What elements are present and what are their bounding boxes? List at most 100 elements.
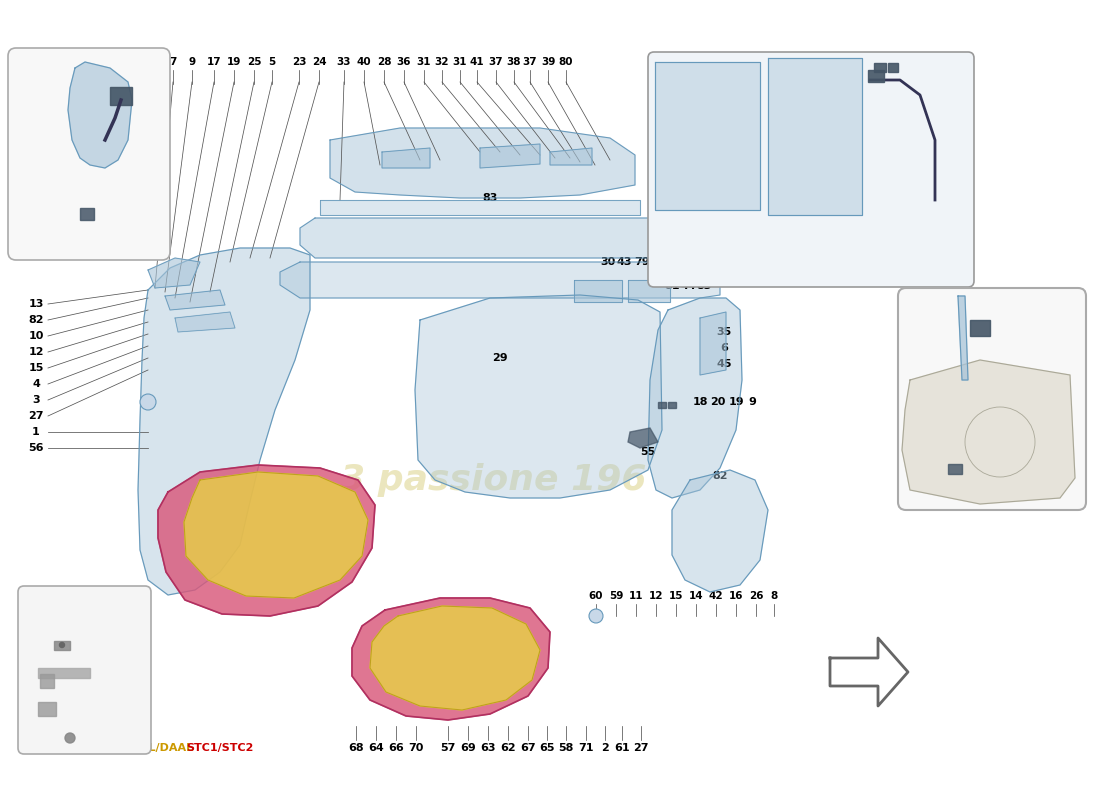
- Text: 9: 9: [748, 397, 756, 407]
- Bar: [54, 641, 70, 650]
- Bar: [970, 320, 990, 336]
- Text: 8: 8: [770, 591, 778, 601]
- Text: 71: 71: [579, 743, 594, 753]
- Text: 42: 42: [708, 591, 724, 601]
- Text: 76: 76: [24, 638, 41, 650]
- Circle shape: [59, 642, 65, 647]
- Bar: [668, 402, 676, 408]
- Text: 37: 37: [488, 57, 504, 67]
- Text: Valid for AUS: Valid for AUS: [45, 607, 122, 617]
- Text: 65: 65: [539, 743, 554, 753]
- Text: 12: 12: [29, 347, 44, 357]
- Text: 37: 37: [522, 57, 537, 67]
- Text: 12: 12: [649, 591, 663, 601]
- Text: 1: 1: [32, 427, 40, 437]
- Polygon shape: [574, 280, 622, 302]
- Text: Vale per AUS: Vale per AUS: [46, 595, 122, 605]
- Text: 31: 31: [417, 57, 431, 67]
- Text: 61: 61: [614, 743, 630, 753]
- Polygon shape: [382, 148, 430, 168]
- Polygon shape: [165, 290, 226, 310]
- Circle shape: [140, 394, 156, 410]
- Text: 44: 44: [680, 281, 696, 291]
- Text: 46: 46: [728, 223, 744, 233]
- Text: 74: 74: [20, 662, 36, 674]
- Text: 4: 4: [32, 379, 40, 389]
- Text: 3 passione 196: 3 passione 196: [340, 463, 647, 497]
- Text: 35: 35: [716, 327, 732, 337]
- Text: 48: 48: [761, 57, 776, 67]
- Polygon shape: [184, 472, 368, 598]
- Text: 29: 29: [492, 353, 508, 363]
- Text: 69: 69: [460, 743, 476, 753]
- Circle shape: [65, 733, 75, 743]
- Text: 31: 31: [453, 57, 468, 67]
- Text: 3: 3: [32, 395, 40, 405]
- Text: 68: 68: [349, 743, 364, 753]
- Text: 47: 47: [777, 223, 791, 233]
- Text: 62: 62: [500, 743, 516, 753]
- Text: 58: 58: [559, 743, 574, 753]
- Text: 15: 15: [29, 363, 44, 373]
- Text: 66: 66: [388, 743, 404, 753]
- Text: 24: 24: [311, 57, 327, 67]
- Text: 28: 28: [376, 57, 392, 67]
- Text: 41: 41: [470, 57, 484, 67]
- Polygon shape: [148, 258, 200, 288]
- Polygon shape: [628, 428, 658, 448]
- Text: 27: 27: [634, 743, 649, 753]
- Text: 7: 7: [169, 57, 177, 67]
- Polygon shape: [352, 598, 550, 720]
- Text: 16: 16: [728, 591, 744, 601]
- Text: 19: 19: [227, 57, 241, 67]
- Polygon shape: [550, 148, 592, 165]
- Text: 13: 13: [29, 299, 44, 309]
- Text: 5: 5: [268, 57, 276, 67]
- Text: 67: 67: [520, 743, 536, 753]
- Text: 25: 25: [246, 57, 262, 67]
- Bar: [110, 87, 132, 105]
- Bar: [874, 63, 886, 72]
- Text: 39: 39: [541, 57, 556, 67]
- Text: 17: 17: [207, 57, 221, 67]
- Text: 64: 64: [368, 743, 384, 753]
- Bar: [39, 702, 56, 716]
- Text: 45: 45: [716, 359, 732, 369]
- Text: 2: 2: [601, 743, 609, 753]
- Text: 82: 82: [29, 315, 44, 325]
- Polygon shape: [175, 312, 235, 332]
- Text: 52: 52: [881, 57, 895, 67]
- Bar: [888, 63, 898, 72]
- Text: 33: 33: [337, 57, 351, 67]
- Text: 18: 18: [692, 397, 707, 407]
- Text: 15: 15: [669, 591, 683, 601]
- Polygon shape: [320, 200, 640, 215]
- Polygon shape: [768, 58, 862, 215]
- Text: 50: 50: [896, 57, 911, 67]
- Polygon shape: [700, 312, 726, 375]
- Text: 70: 70: [408, 743, 424, 753]
- Polygon shape: [958, 296, 968, 380]
- Bar: [868, 70, 884, 82]
- Text: 82: 82: [713, 471, 728, 481]
- Bar: [948, 464, 962, 474]
- Text: 77: 77: [54, 730, 70, 742]
- Text: 21: 21: [16, 154, 34, 166]
- Text: DUAL/DAAL: DUAL/DAAL: [122, 743, 194, 753]
- FancyBboxPatch shape: [8, 48, 170, 260]
- Text: 83: 83: [696, 281, 712, 291]
- Text: 38: 38: [507, 57, 521, 67]
- FancyBboxPatch shape: [648, 52, 974, 287]
- Text: 63: 63: [481, 743, 496, 753]
- Text: 57: 57: [440, 743, 455, 753]
- Text: 36: 36: [397, 57, 411, 67]
- Text: 40: 40: [356, 57, 372, 67]
- Text: 79: 79: [635, 257, 650, 267]
- Polygon shape: [370, 606, 540, 710]
- Text: 54: 54: [904, 223, 920, 233]
- Polygon shape: [902, 360, 1075, 504]
- Polygon shape: [280, 262, 720, 298]
- Text: 22: 22: [903, 295, 921, 309]
- Text: 30: 30: [601, 257, 616, 267]
- Text: 34: 34: [652, 257, 668, 267]
